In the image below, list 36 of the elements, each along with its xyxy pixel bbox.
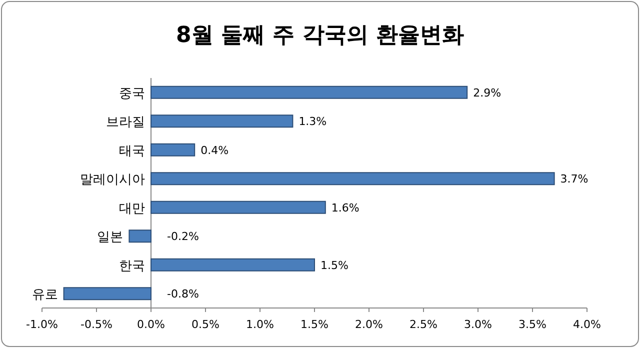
chart-title: 8월 둘째 주 각국의 환율변화	[176, 23, 464, 48]
data-label: 3.7%	[560, 172, 588, 186]
data-label: 2.9%	[473, 86, 502, 100]
data-label: 1.5%	[320, 258, 348, 272]
bar	[150, 86, 468, 99]
data-label: 1.6%	[331, 201, 360, 214]
bar	[63, 287, 152, 300]
bar	[150, 172, 555, 186]
x-tick-label: 2.5%	[410, 318, 438, 331]
x-tick-label: 2.0%	[355, 318, 383, 331]
y-tick-label: 말레이시아	[80, 172, 145, 188]
y-tick-label: 중국	[119, 86, 145, 102]
y-tick-label: 태국	[119, 144, 145, 159]
bar	[150, 114, 294, 128]
x-tick-label: 3.5%	[518, 318, 546, 331]
data-label: 1.3%	[298, 115, 327, 128]
x-tick-label: 1.0%	[246, 318, 274, 331]
bar	[150, 143, 196, 156]
x-tick-label: 1.5%	[300, 318, 328, 331]
x-tick-label: -0.5%	[80, 318, 112, 331]
y-tick-label: 브라질	[106, 115, 145, 130]
y-tick-label: 일본	[97, 230, 124, 246]
data-label: 0.4%	[200, 144, 229, 157]
x-tick-label: 3.0%	[464, 318, 492, 331]
data-label: -0.2%	[167, 230, 199, 244]
x-tick-label: 0.0%	[137, 318, 165, 331]
x-tick-label: -1.0%	[26, 318, 58, 331]
y-tick-label: 유로	[32, 288, 58, 303]
data-label: -0.8%	[167, 288, 199, 301]
bar	[150, 200, 326, 214]
x-tick-label: 0.5%	[192, 318, 220, 331]
bar	[150, 258, 315, 272]
x-tick-label: 4.0%	[573, 318, 601, 331]
y-tick-label: 한국	[119, 258, 145, 274]
y-tick-label: 대만	[119, 201, 145, 216]
bar	[128, 230, 152, 243]
